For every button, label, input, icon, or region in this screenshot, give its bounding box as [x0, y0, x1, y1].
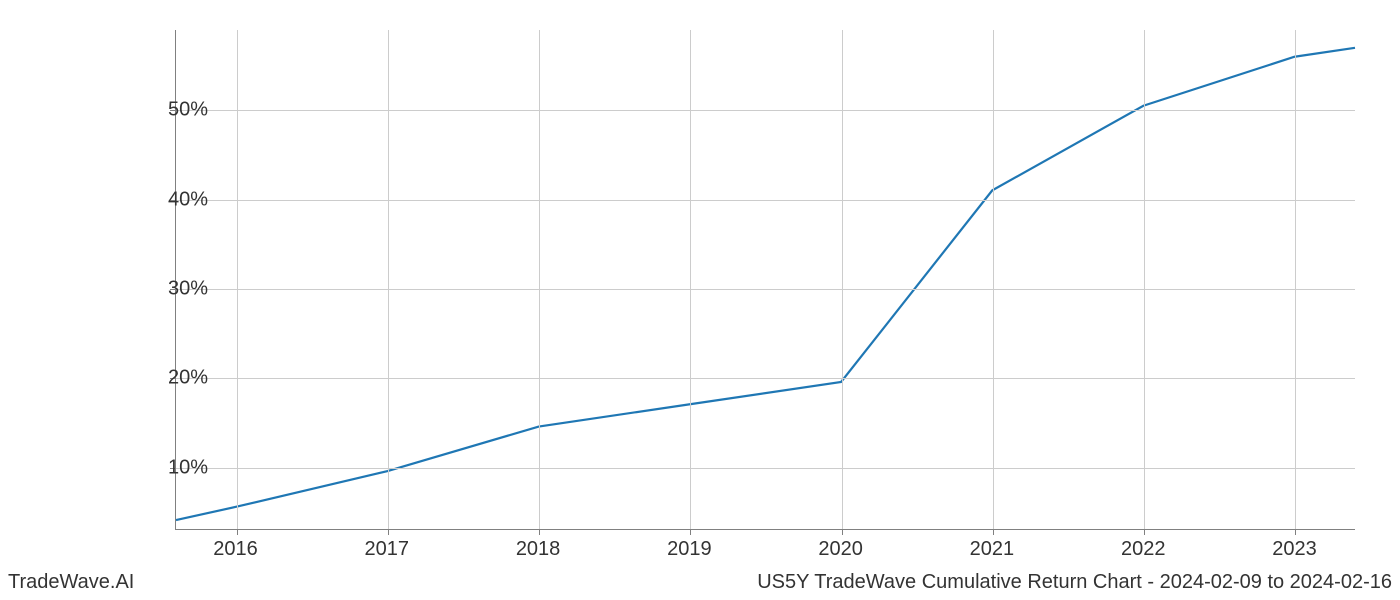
grid-line-vertical — [1144, 30, 1145, 529]
plot-area — [175, 30, 1355, 530]
x-tick-mark — [1295, 529, 1296, 535]
x-tick-label: 2016 — [213, 538, 258, 561]
x-tick-mark — [1144, 529, 1145, 535]
x-tick-label: 2019 — [667, 538, 712, 561]
grid-line-vertical — [842, 30, 843, 529]
grid-line-horizontal — [176, 110, 1355, 111]
grid-line-vertical — [388, 30, 389, 529]
grid-line-horizontal — [176, 378, 1355, 379]
chart-container — [175, 30, 1355, 530]
grid-line-vertical — [993, 30, 994, 529]
y-tick-label: 40% — [168, 188, 208, 211]
grid-line-horizontal — [176, 289, 1355, 290]
x-tick-mark — [993, 529, 994, 535]
grid-line-horizontal — [176, 468, 1355, 469]
x-tick-label: 2017 — [365, 538, 410, 561]
x-tick-mark — [388, 529, 389, 535]
x-tick-label: 2021 — [970, 538, 1015, 561]
grid-line-vertical — [1295, 30, 1296, 529]
grid-line-vertical — [539, 30, 540, 529]
x-tick-mark — [539, 529, 540, 535]
grid-line-vertical — [237, 30, 238, 529]
x-tick-label: 2022 — [1121, 538, 1166, 561]
x-tick-mark — [690, 529, 691, 535]
chart-line-svg — [176, 30, 1355, 529]
x-tick-label: 2023 — [1272, 538, 1317, 561]
grid-line-vertical — [690, 30, 691, 529]
x-tick-mark — [842, 529, 843, 535]
grid-line-horizontal — [176, 200, 1355, 201]
y-tick-label: 50% — [168, 99, 208, 122]
y-tick-label: 30% — [168, 277, 208, 300]
footer-left-text: TradeWave.AI — [8, 571, 134, 594]
x-tick-mark — [237, 529, 238, 535]
chart-line — [176, 48, 1355, 520]
x-tick-label: 2020 — [818, 538, 863, 561]
x-tick-label: 2018 — [516, 538, 561, 561]
footer-right-text: US5Y TradeWave Cumulative Return Chart -… — [757, 571, 1392, 594]
y-tick-label: 10% — [168, 456, 208, 479]
y-tick-label: 20% — [168, 367, 208, 390]
